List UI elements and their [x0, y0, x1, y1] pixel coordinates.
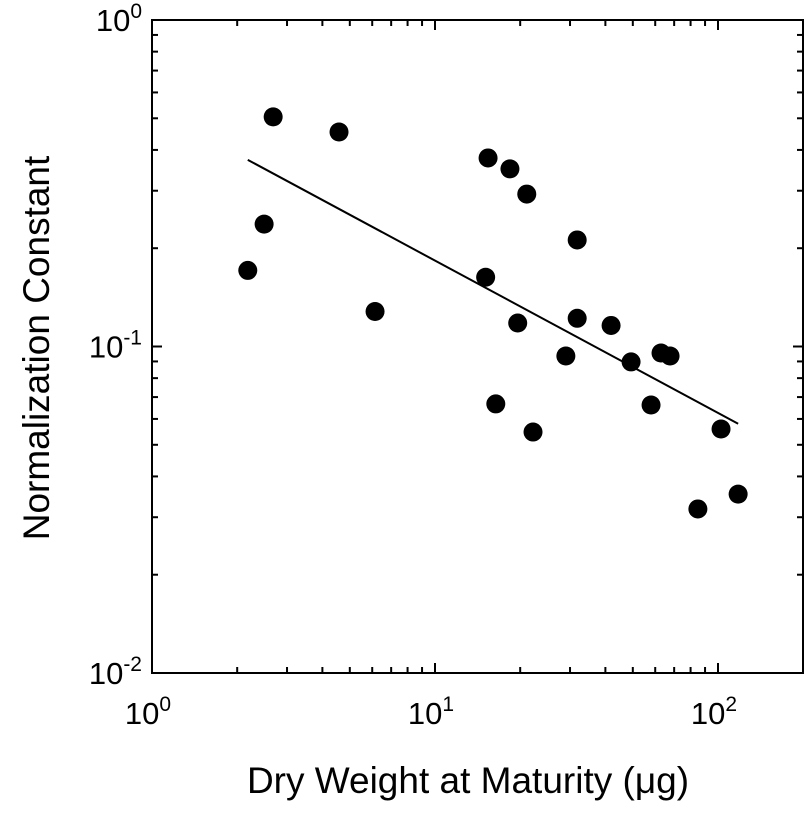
x-tick-label: 100	[125, 693, 171, 731]
data-point	[263, 107, 283, 127]
data-point	[660, 346, 680, 366]
y-tick-label: 10-1	[89, 327, 142, 365]
tick-labels: 100 101 102 10-2 10-1 100	[89, 0, 737, 731]
data-point	[329, 122, 349, 142]
data-point	[486, 394, 506, 414]
data-point	[508, 313, 528, 333]
data-point	[621, 352, 641, 372]
data-point	[254, 214, 274, 234]
data-point	[238, 260, 258, 280]
data-point	[711, 419, 731, 439]
axes	[151, 19, 804, 674]
data-point	[567, 230, 587, 250]
y-axis-label: Normalization Constant	[16, 155, 57, 540]
data-point	[641, 395, 661, 415]
data-point	[728, 484, 748, 504]
data-point	[688, 499, 708, 519]
y-tick-label: 10-2	[89, 653, 142, 691]
data-points	[238, 107, 748, 519]
x-tick-label: 102	[691, 693, 737, 731]
fit-line-group	[247, 158, 739, 425]
plot-frame	[151, 19, 804, 674]
data-point	[478, 148, 498, 168]
fit-line	[247, 158, 739, 425]
data-point	[476, 267, 496, 287]
x-axis-label: Dry Weight at Maturity (μg)	[247, 760, 689, 801]
y-tick-label: 100	[96, 0, 142, 38]
data-point	[556, 346, 576, 366]
data-point	[523, 422, 543, 442]
data-point	[567, 308, 587, 328]
x-tick-label: 101	[408, 693, 454, 731]
data-point	[500, 159, 520, 179]
data-point	[517, 184, 537, 204]
data-point	[365, 301, 385, 321]
data-point	[601, 315, 621, 335]
